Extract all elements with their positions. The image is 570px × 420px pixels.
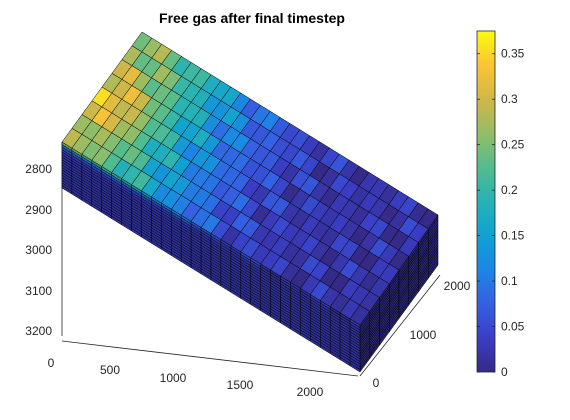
colorbar: 0 0.05 0.1 0.15 0.2 0.25 0.3 0.35: [476, 30, 525, 379]
colorbar-tick-label: 0.3: [501, 92, 518, 106]
grid-cell: [418, 208, 439, 230]
x-tick-label: 500: [100, 363, 120, 377]
x-tick-label: 1500: [227, 378, 254, 392]
z-tick-label: 3100: [25, 284, 52, 298]
colorbar-bar: [476, 30, 496, 373]
y-axis-line: [359, 274, 441, 377]
x-tick-label: 1000: [160, 371, 187, 385]
y-tick-label: 1000: [410, 328, 437, 342]
colorbar-tick-label: 0.15: [501, 229, 525, 243]
x-tick-label: 2000: [297, 385, 324, 399]
colorbar-tick-label: 0.05: [501, 320, 525, 334]
y-tick-label: 0: [373, 376, 380, 390]
colorbar-ticks: 0 0.05 0.1 0.15 0.2 0.25 0.3 0.35: [477, 47, 525, 379]
colorbar-tick-label: 0.35: [501, 47, 525, 61]
z-tick-label: 3200: [25, 324, 52, 338]
x-axis-line: [61, 340, 359, 377]
z-tick-label: 2800: [25, 162, 52, 176]
x-axis-ticks: 0 500 1000 1500 2000: [48, 356, 324, 399]
colorbar-tick-label: 0.1: [501, 274, 518, 288]
grid-cell: [428, 261, 439, 280]
z-tick-label: 3000: [25, 243, 52, 257]
x-tick-label: 0: [48, 356, 55, 370]
y-axis-ticks: 0 1000 2000: [373, 279, 471, 390]
z-axis-ticks: 2800 2900 3000 3100 3200: [25, 162, 52, 338]
z-tick-label: 2900: [25, 203, 52, 217]
colorbar-tick-label: 0.2: [501, 183, 518, 197]
y-tick-label: 2000: [444, 279, 471, 293]
chart-title: Free gas after final timestep: [159, 10, 345, 26]
colorbar-tick-label: 0: [501, 365, 508, 379]
grid-cell: [349, 362, 361, 373]
reservoir-grid: [61, 31, 439, 373]
colorbar-tick-label: 0.25: [501, 138, 525, 152]
